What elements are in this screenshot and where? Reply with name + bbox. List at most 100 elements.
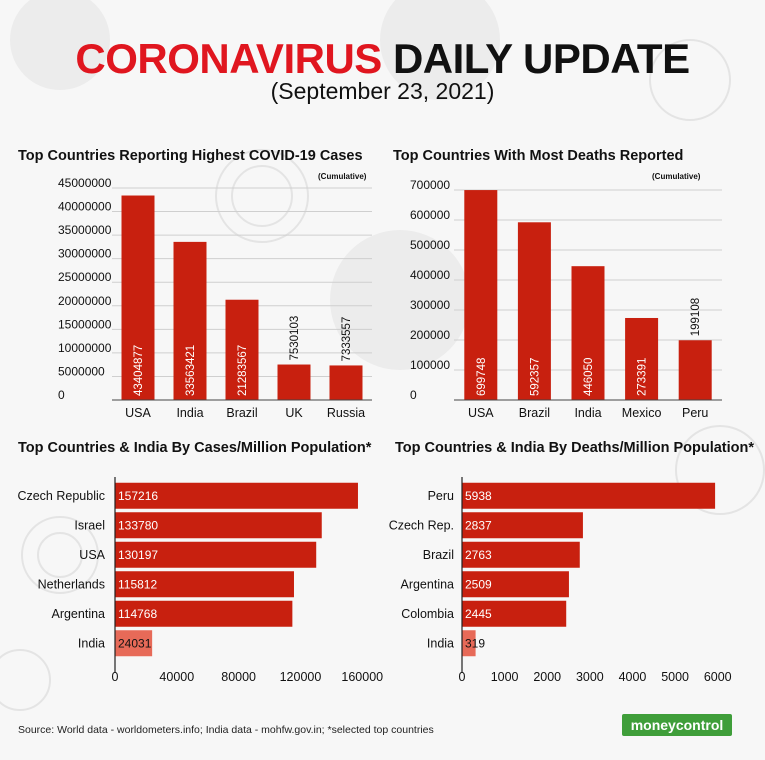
deaths-pm-category-label: Peru xyxy=(428,489,454,503)
moneycontrol-logo: moneycontrol xyxy=(622,714,732,736)
cases-pm-value-label: 133780 xyxy=(118,518,158,532)
cases-pm-xtick-label: 160000 xyxy=(341,670,383,684)
cases-bar xyxy=(329,365,363,400)
cases-value-label: 43404877 xyxy=(133,345,145,396)
cases-ytick-label: 10000000 xyxy=(58,341,112,355)
cases-bar xyxy=(173,241,207,400)
deaths-pm-bar xyxy=(462,512,583,539)
deaths-value-label: 699748 xyxy=(476,358,488,396)
cases-pm-bar xyxy=(115,600,293,627)
deaths-value-label: 592357 xyxy=(529,358,541,396)
chart-deaths-per-million-title: Top Countries & India By Deaths/Million … xyxy=(395,440,755,456)
deaths-ytick-label: 300000 xyxy=(410,298,450,312)
deaths-pm-category-label: Argentina xyxy=(400,577,454,591)
cases-pm-category-label: USA xyxy=(79,548,105,562)
deaths-bar xyxy=(678,340,712,400)
cases-pm-value-label: 24031 xyxy=(118,636,152,650)
cases-category-label: Russia xyxy=(327,406,365,420)
cases-pm-category-label: Czech Republic xyxy=(17,489,105,503)
deaths-value-label: 446050 xyxy=(583,358,595,396)
cases-value-label: 7530103 xyxy=(289,316,301,361)
deaths-ytick-label: 700000 xyxy=(410,178,450,192)
cases-category-label: UK xyxy=(285,406,303,420)
deaths-bar xyxy=(571,266,605,400)
deaths-bar xyxy=(464,190,498,400)
deaths-category-label: India xyxy=(574,406,601,420)
cases-bar xyxy=(121,195,155,400)
deaths-pm-value-label: 2509 xyxy=(465,577,492,591)
deaths-pm-bar xyxy=(462,541,580,568)
deaths-pm-category-label: Colombia xyxy=(401,607,454,621)
cases-pm-category-label: India xyxy=(78,636,105,650)
deaths-pm-category-label: Czech Rep. xyxy=(389,518,454,532)
deaths-pm-bar xyxy=(462,600,567,627)
cases-pm-xtick-label: 0 xyxy=(112,670,119,684)
source-note: Source: World data - worldometers.info; … xyxy=(18,724,434,736)
logo-money-text: money xyxy=(630,717,676,733)
cases-ytick-label: 30000000 xyxy=(58,247,112,261)
chart-deaths-title: Top Countries With Most Deaths Reported xyxy=(393,148,684,164)
cases-ytick-label: 25000000 xyxy=(58,270,112,284)
deaths-bar xyxy=(625,317,659,400)
deaths-ytick-label: 500000 xyxy=(410,238,450,252)
deaths-pm-xtick-label: 6000 xyxy=(704,670,732,684)
deaths-value-label: 273391 xyxy=(637,358,649,396)
deaths-pm-xtick-label: 5000 xyxy=(661,670,689,684)
deaths-pm-category-label: Brazil xyxy=(423,548,454,562)
deaths-pm-xtick-label: 3000 xyxy=(576,670,604,684)
cases-ytick-label: 5000000 xyxy=(58,364,105,378)
cases-pm-xtick-label: 120000 xyxy=(280,670,322,684)
deaths-pm-value-label: 2763 xyxy=(465,548,492,562)
deaths-pm-bar xyxy=(462,482,716,509)
cases-ytick-label: 45000000 xyxy=(58,176,112,190)
title-coronavirus: CORONAVIRUS xyxy=(75,35,382,82)
chart-deaths-per-million: Peru 5938 Czech Rep. 2837 Brazil 2763 Argentin… xyxy=(389,477,732,684)
chart-deaths: 700000 600000 500000 400000 300000 200000 1000… xyxy=(410,178,722,420)
cases-pm-bar xyxy=(115,630,153,657)
deaths-category-label: USA xyxy=(468,406,494,420)
deaths-pm-bar xyxy=(462,571,569,598)
cases-pm-bar xyxy=(115,571,294,598)
deaths-pm-category-label: India xyxy=(427,636,454,650)
cases-value-label: 21283567 xyxy=(237,345,249,396)
deaths-ytick-label: 600000 xyxy=(410,208,450,222)
deaths-pm-xtick-label: 1000 xyxy=(491,670,519,684)
deaths-category-label: Brazil xyxy=(519,406,550,420)
deaths-pm-xtick-label: 2000 xyxy=(533,670,561,684)
cases-pm-bar xyxy=(115,512,322,539)
deaths-pm-value-label: 5938 xyxy=(465,489,492,503)
chart-cases-title: Top Countries Reporting Highest COVID-19… xyxy=(18,148,363,164)
cases-pm-value-label: 114768 xyxy=(118,607,157,621)
deaths-pm-bar xyxy=(462,630,476,657)
chart-cases-per-million: Czech Republic 157216 Israel 133780 USA 13019… xyxy=(17,477,383,684)
deaths-pm-value-label: 2837 xyxy=(465,518,492,532)
cases-value-label: 7333557 xyxy=(341,317,353,362)
cases-pm-value-label: 130197 xyxy=(118,548,158,562)
cases-bar xyxy=(225,299,259,400)
cases-pm-category-label: Argentina xyxy=(51,607,105,621)
cases-pm-category-label: Netherlands xyxy=(38,577,105,591)
deaths-ytick-label: 100000 xyxy=(410,358,450,372)
logo-control-text: control xyxy=(675,717,724,733)
cases-ytick-label: 20000000 xyxy=(58,294,112,308)
cases-category-label: India xyxy=(176,406,203,420)
deaths-pm-xtick-label: 0 xyxy=(459,670,466,684)
page-title: CORONAVIRUS DAILY UPDATE xyxy=(0,34,765,84)
chart-cases-per-million-title: Top Countries & India By Cases/Million P… xyxy=(18,440,372,456)
cases-pm-value-label: 157216 xyxy=(118,489,158,503)
cases-pm-category-label: Israel xyxy=(74,518,105,532)
deaths-ytick-label: 200000 xyxy=(410,328,450,342)
cases-category-label: Brazil xyxy=(226,406,257,420)
deaths-category-label: Peru xyxy=(682,406,708,420)
deaths-ytick-label: 400000 xyxy=(410,268,450,282)
cases-pm-xtick-label: 40000 xyxy=(159,670,194,684)
page-date: (September 23, 2021) xyxy=(270,78,495,104)
chart-cases: 45000000 40000000 35000000 30000000 25000000… xyxy=(58,176,372,420)
chart-deaths-subtitle: (Cumulative) xyxy=(652,172,701,181)
deaths-pm-value-label: 2445 xyxy=(465,607,492,621)
cases-pm-bar xyxy=(115,482,358,509)
deaths-ytick-label: 0 xyxy=(410,388,417,402)
deaths-bar xyxy=(517,222,551,400)
cases-ytick-label: 15000000 xyxy=(58,317,112,331)
